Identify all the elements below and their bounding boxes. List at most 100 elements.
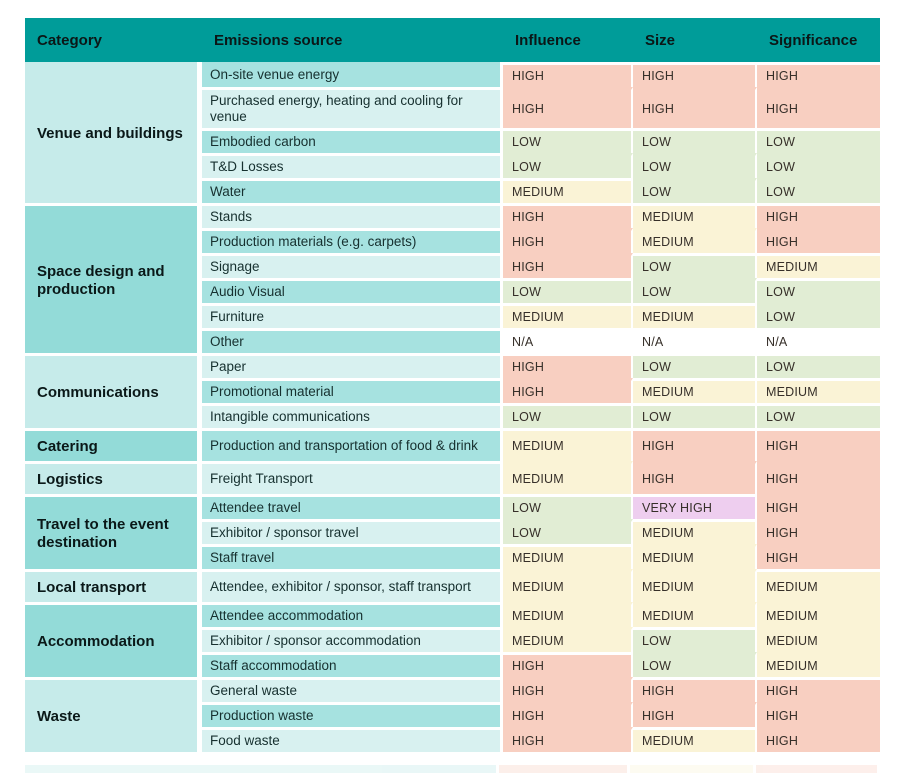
table-row: Accommodation Attendee accommodation MEDIU… bbox=[25, 602, 880, 677]
rating-cell-significance: LOW bbox=[757, 178, 880, 203]
rating-cell-significance: LOW bbox=[757, 153, 880, 178]
rating-cell-size: HIGH bbox=[633, 87, 757, 128]
table-row: Venue and buildings On-site venue energy H… bbox=[25, 62, 880, 203]
emissions-source-cell: Promotional material bbox=[202, 378, 503, 403]
rating-cell-size: MEDIUM bbox=[633, 303, 757, 328]
category-cell: Logistics bbox=[25, 461, 202, 494]
table-row: Signage HIGH LOW MEDIUM bbox=[25, 253, 880, 278]
rating-cell-influence: MEDIUM bbox=[503, 602, 633, 627]
emissions-source-cell: Intangible communications bbox=[202, 403, 503, 428]
table-row: Staff accommodation HIGH LOW MEDIUM bbox=[25, 652, 880, 677]
rating-cell-significance: MEDIUM bbox=[757, 253, 880, 278]
ghost-category-source bbox=[25, 765, 497, 773]
rating-cell-size: HIGH bbox=[633, 62, 757, 87]
emissions-source-cell: Attendee travel bbox=[202, 494, 503, 519]
emissions-source-cell: General waste bbox=[202, 677, 503, 702]
table-row: Staff travel MEDIUM MEDIUM HIGH bbox=[25, 544, 880, 569]
rating-cell-significance: HIGH bbox=[757, 727, 880, 752]
rating-cell-influence: N/A bbox=[503, 328, 633, 353]
emissions-source-cell: Staff accommodation bbox=[202, 652, 503, 677]
ghost-size bbox=[630, 765, 753, 773]
emissions-source-cell: Embodied carbon bbox=[202, 128, 503, 153]
rating-cell-size: HIGH bbox=[633, 461, 757, 494]
rating-cell-significance: MEDIUM bbox=[757, 569, 880, 602]
emissions-source-cell: Paper bbox=[202, 353, 503, 378]
rating-cell-significance: HIGH bbox=[757, 544, 880, 569]
cutoff-next-row-ghost bbox=[25, 765, 880, 773]
emissions-source-cell: On-site venue energy bbox=[202, 62, 503, 87]
rating-cell-significance: LOW bbox=[757, 278, 880, 303]
rating-cell-influence: MEDIUM bbox=[503, 569, 633, 602]
emissions-source-cell: Production waste bbox=[202, 702, 503, 727]
table-row: Embodied carbon LOW LOW LOW bbox=[25, 128, 880, 153]
column-header-source: Emissions source bbox=[202, 18, 503, 62]
rating-cell-influence: HIGH bbox=[503, 87, 633, 128]
rating-cell-influence: MEDIUM bbox=[503, 178, 633, 203]
table-row: Travel to the event destination Attendee … bbox=[25, 494, 880, 569]
rating-cell-significance: LOW bbox=[757, 403, 880, 428]
rating-cell-significance: MEDIUM bbox=[757, 652, 880, 677]
category-cell: Accommodation bbox=[25, 602, 202, 677]
rating-cell-influence: HIGH bbox=[503, 62, 633, 87]
rating-cell-significance: N/A bbox=[757, 328, 880, 353]
rating-cell-size: LOW bbox=[633, 403, 757, 428]
rating-cell-influence: HIGH bbox=[503, 353, 633, 378]
rating-cell-size: MEDIUM bbox=[633, 544, 757, 569]
ghost-influence bbox=[499, 765, 628, 773]
header-row: Category Emissions source Influence Size… bbox=[25, 18, 880, 62]
rating-cell-influence: MEDIUM bbox=[503, 303, 633, 328]
ghost-significance bbox=[755, 765, 878, 773]
category-cell: Space design and production bbox=[25, 203, 202, 353]
rating-cell-size: MEDIUM bbox=[633, 569, 757, 602]
rating-cell-influence: LOW bbox=[503, 278, 633, 303]
emissions-source-cell: Production materials (e.g. carpets) bbox=[202, 228, 503, 253]
rating-cell-influence: HIGH bbox=[503, 378, 633, 403]
emissions-source-cell: Production and transportation of food & … bbox=[202, 428, 503, 461]
category-cell: Communications bbox=[25, 353, 202, 428]
emissions-source-cell: Attendee accommodation bbox=[202, 602, 503, 627]
column-header-size: Size bbox=[633, 18, 757, 62]
rating-cell-influence: MEDIUM bbox=[503, 544, 633, 569]
table-row: Purchased energy, heating and cooling fo… bbox=[25, 87, 880, 128]
table-row: Logistics Freight Transport MEDIUM HIGH HIGH bbox=[25, 461, 880, 494]
rating-cell-influence: HIGH bbox=[503, 727, 633, 752]
emissions-source-cell: Exhibitor / sponsor travel bbox=[202, 519, 503, 544]
column-header-significance: Significance bbox=[757, 18, 880, 62]
emissions-table-body: Venue and buildings On-site venue energy H… bbox=[25, 62, 880, 752]
rating-cell-significance: HIGH bbox=[757, 228, 880, 253]
rating-cell-significance: HIGH bbox=[757, 677, 880, 702]
emissions-source-cell: Purchased energy, heating and cooling fo… bbox=[202, 87, 503, 128]
rating-cell-size: MEDIUM bbox=[633, 228, 757, 253]
table-row: Furniture MEDIUM MEDIUM LOW bbox=[25, 303, 880, 328]
rating-cell-size: LOW bbox=[633, 178, 757, 203]
emissions-source-cell: Other bbox=[202, 328, 503, 353]
rating-cell-significance: MEDIUM bbox=[757, 378, 880, 403]
rating-cell-size: LOW bbox=[633, 128, 757, 153]
rating-cell-size: LOW bbox=[633, 627, 757, 652]
category-cell: Venue and buildings bbox=[25, 62, 202, 203]
rating-cell-size: LOW bbox=[633, 253, 757, 278]
rating-cell-influence: LOW bbox=[503, 519, 633, 544]
rating-cell-influence: MEDIUM bbox=[503, 627, 633, 652]
rating-cell-significance: HIGH bbox=[757, 62, 880, 87]
rating-cell-influence: HIGH bbox=[503, 253, 633, 278]
rating-cell-significance: HIGH bbox=[757, 702, 880, 727]
rating-cell-size: HIGH bbox=[633, 428, 757, 461]
table-row: Promotional material HIGH MEDIUM MEDIUM bbox=[25, 378, 880, 403]
rating-cell-size: LOW bbox=[633, 153, 757, 178]
emissions-source-cell: Signage bbox=[202, 253, 503, 278]
rating-cell-influence: HIGH bbox=[503, 228, 633, 253]
rating-cell-influence: MEDIUM bbox=[503, 461, 633, 494]
rating-cell-significance: HIGH bbox=[757, 519, 880, 544]
table-row: Local transport Attendee, exhibitor / spo… bbox=[25, 569, 880, 602]
rating-cell-size: MEDIUM bbox=[633, 602, 757, 627]
emissions-source-cell: Freight Transport bbox=[202, 461, 503, 494]
rating-cell-significance: HIGH bbox=[757, 494, 880, 519]
rating-cell-influence: LOW bbox=[503, 403, 633, 428]
rating-cell-significance: HIGH bbox=[757, 428, 880, 461]
column-header-influence: Influence bbox=[503, 18, 633, 62]
table-row: Production waste HIGH HIGH HIGH bbox=[25, 702, 880, 727]
emissions-source-cell: Water bbox=[202, 178, 503, 203]
emissions-source-cell: Exhibitor / sponsor accommodation bbox=[202, 627, 503, 652]
